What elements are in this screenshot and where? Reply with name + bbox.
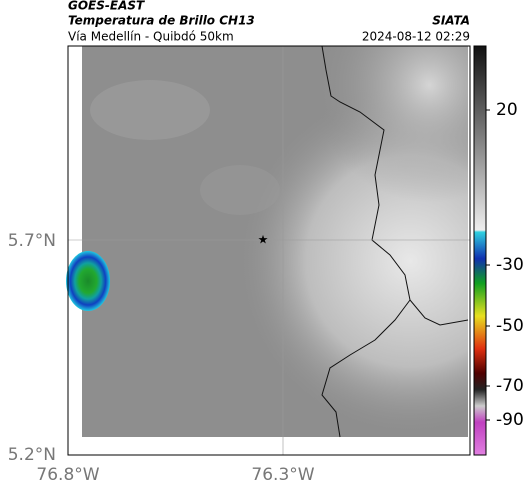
map-frame xyxy=(67,45,471,456)
location-star: ★ xyxy=(258,233,269,247)
colorbar-label: -70 xyxy=(496,376,524,396)
subtitle: Vía Medellín - Quibdó 50km xyxy=(68,30,234,44)
timestamp: 2024-08-12 02:29 xyxy=(362,30,470,44)
colorbar-label: -90 xyxy=(496,410,524,430)
colorbar xyxy=(473,45,487,456)
lat-label: 5.2°N xyxy=(8,445,56,465)
source: SIATA xyxy=(432,14,470,28)
title: Temperatura de Brillo CH13 xyxy=(68,14,255,28)
colorbar-label: 20 xyxy=(496,100,518,120)
colorbar-ticks: 20 -30 -50 -70 -90 xyxy=(486,100,524,430)
borders xyxy=(321,45,469,438)
lon-label: 76.8°W xyxy=(36,465,99,485)
product: GOES-EAST xyxy=(68,0,145,13)
colorbar-label: -50 xyxy=(496,316,524,336)
lat-label: 5.7°N xyxy=(8,231,56,251)
lon-label: 76.3°W xyxy=(251,465,314,485)
map-image xyxy=(66,46,468,437)
colorbar-label: -30 xyxy=(496,255,524,275)
